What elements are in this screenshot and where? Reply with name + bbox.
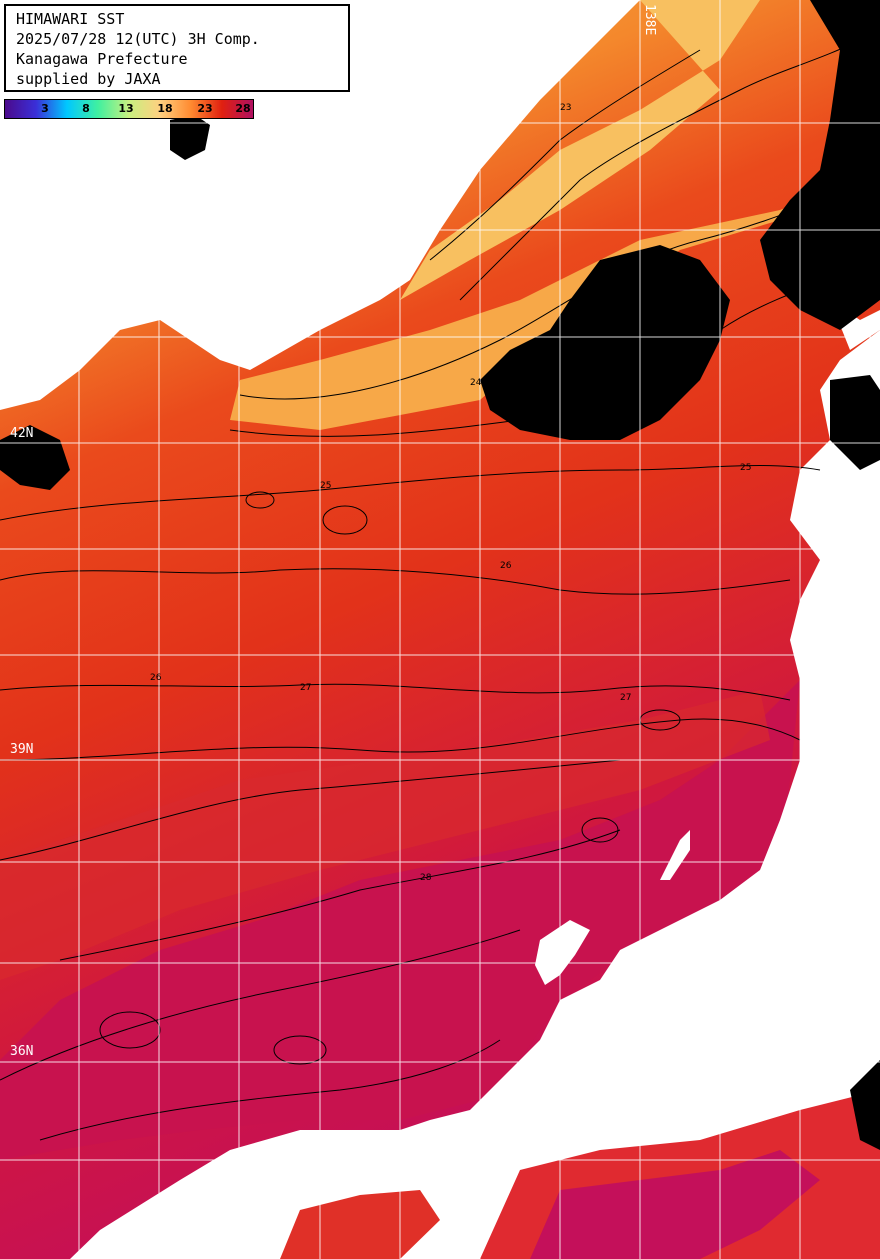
sst-colorbar: 3 8 13 18 23 28 <box>4 99 254 119</box>
colorbar-tick: 23 <box>197 102 213 115</box>
land-east-sea-edge <box>850 960 880 1100</box>
title-publisher: Kanagawa Prefecture <box>16 50 188 68</box>
contour-label: 27 <box>620 693 631 703</box>
cloud-east <box>830 375 880 470</box>
colorbar-tick: 28 <box>235 102 251 115</box>
land-sado-island <box>660 830 690 880</box>
contour-label: 26 <box>500 561 512 571</box>
latitude-label-39n: 39N <box>10 742 34 757</box>
title-credit: supplied by JAXA <box>16 70 161 88</box>
colorbar-tick: 18 <box>157 102 173 115</box>
contour-label: 28 <box>420 873 432 883</box>
title-product: HIMAWARI SST <box>16 10 125 28</box>
contour-label: 23 <box>560 103 571 113</box>
cloud-island <box>170 115 210 160</box>
colorbar-tick: 3 <box>41 102 49 115</box>
latitude-label-36n: 36N <box>10 1044 34 1059</box>
contour-label: 26 <box>150 673 162 683</box>
latitude-label-42n: 42N <box>10 426 34 441</box>
sst-band-cold <box>230 0 880 430</box>
land-kyushu <box>150 1180 240 1230</box>
colorbar-tick: 13 <box>118 102 134 115</box>
contour-label: 25 <box>320 481 331 491</box>
cloud-central <box>480 245 730 440</box>
land-noto-peninsula <box>535 920 590 985</box>
cloud-southeast <box>850 1060 880 1150</box>
contour-label: 24 <box>470 378 482 388</box>
title-box: HIMAWARI SST 2025/07/28 12(UTC) 3H Comp.… <box>4 4 350 92</box>
sst-band-lightest <box>400 0 760 300</box>
sst-contours <box>0 39 880 1141</box>
sea-south-hot <box>530 1150 820 1259</box>
cloud-northeast <box>760 0 880 330</box>
longitude-label-138e: 138E <box>642 4 657 36</box>
colorbar-tick: 8 <box>82 102 90 115</box>
title-datetime: 2025/07/28 12(UTC) 3H Comp. <box>16 30 260 48</box>
contour-label: 25 <box>740 463 751 473</box>
land-honshu <box>70 330 880 1259</box>
cloud-west <box>0 425 70 490</box>
sst-band-warm <box>0 690 770 980</box>
contour-label: 27 <box>300 683 311 693</box>
